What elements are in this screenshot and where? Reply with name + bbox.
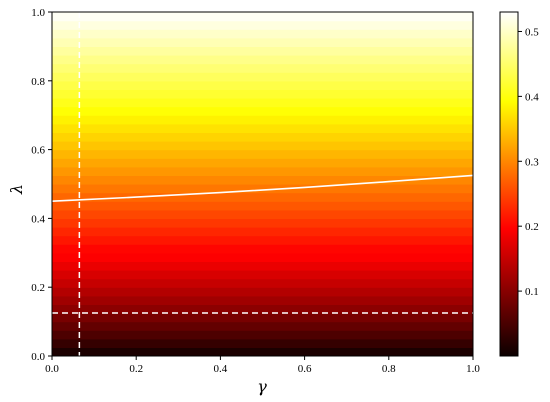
- heatmap-row: [52, 218, 473, 228]
- heatmap-row: [52, 235, 473, 245]
- heatmap-row: [52, 149, 473, 159]
- heatmap-row: [52, 106, 473, 116]
- heatmap-row: [52, 287, 473, 297]
- x-tick-label: 1.0: [466, 363, 480, 375]
- heatmap-row: [52, 29, 473, 39]
- x-tick-label: 0.2: [129, 363, 143, 375]
- x-tick-label: 0.8: [382, 363, 396, 375]
- heatmap-row: [52, 321, 473, 331]
- x-tick-label: 0.6: [298, 363, 312, 375]
- x-axis-label: γ: [257, 377, 267, 396]
- heatmap-row: [52, 175, 473, 185]
- heatmap-row: [52, 209, 473, 219]
- heatmap-row: [52, 98, 473, 108]
- y-tick-label: 0.8: [31, 76, 45, 88]
- heatmap-row: [52, 252, 473, 262]
- heatmap-row: [52, 37, 473, 47]
- colorbar-tick-label: 0.1: [525, 286, 539, 298]
- heatmap-row: [52, 261, 473, 271]
- heatmap-row: [52, 20, 473, 30]
- colorbar-tick-label: 0.4: [525, 91, 539, 103]
- heatmap-row: [52, 192, 473, 202]
- colorbar-ticks: 0.1 0.2 0.3 0.4 0.5: [518, 26, 539, 298]
- heatmap-row: [52, 123, 473, 133]
- heatmap-row: [52, 270, 473, 280]
- heatmap-row: [52, 132, 473, 142]
- heatmap-row: [52, 46, 473, 56]
- x-tick-label: 0.0: [45, 363, 59, 375]
- y-tick-label: 0.2: [31, 282, 45, 294]
- heatmap-row: [52, 313, 473, 323]
- heatmap-row: [52, 141, 473, 151]
- y-tick-label: 0.4: [31, 213, 45, 225]
- y-axis-ticks: 0.0 0.2 0.4 0.6 0.8 1.0: [31, 7, 52, 363]
- y-axis-label: λ: [7, 184, 26, 195]
- heatmap-row: [52, 12, 473, 22]
- plot-frame: [51, 11, 474, 357]
- heatmap-row: [52, 347, 473, 356]
- heatmap-row: [52, 166, 473, 176]
- heatmap-row: [52, 201, 473, 211]
- colorbar-tick-label: 0.3: [525, 156, 539, 168]
- heatmap-row: [52, 80, 473, 90]
- heatmap-row: [52, 227, 473, 237]
- y-tick-label: 1.0: [31, 7, 45, 19]
- heatmap-row: [52, 304, 473, 314]
- heatmap-row: [52, 158, 473, 168]
- heatmap-row: [52, 72, 473, 82]
- heatmap-row: [52, 184, 473, 194]
- colorbar-tick-label: 0.5: [525, 26, 539, 38]
- colorbar: [499, 11, 519, 357]
- heatmap-row: [52, 115, 473, 125]
- heatmap-row: [52, 338, 473, 348]
- heatmap-row: [52, 278, 473, 288]
- heatmap-row: [52, 55, 473, 65]
- y-tick-label: 0.0: [31, 351, 45, 363]
- heatmap-cells: [52, 12, 473, 356]
- contour-line: [51, 174, 474, 202]
- heatmap-row: [52, 89, 473, 99]
- heatmap-row: [52, 295, 473, 305]
- heatmap-row: [52, 63, 473, 73]
- x-tick-label: 0.4: [214, 363, 228, 375]
- x-axis-ticks: 0.0 0.2 0.4 0.6 0.8 1.0: [45, 356, 480, 375]
- heatmap-row: [52, 244, 473, 254]
- heatmap-row: [52, 330, 473, 340]
- colorbar-tick-label: 0.2: [525, 221, 539, 233]
- y-tick-label: 0.6: [31, 145, 45, 157]
